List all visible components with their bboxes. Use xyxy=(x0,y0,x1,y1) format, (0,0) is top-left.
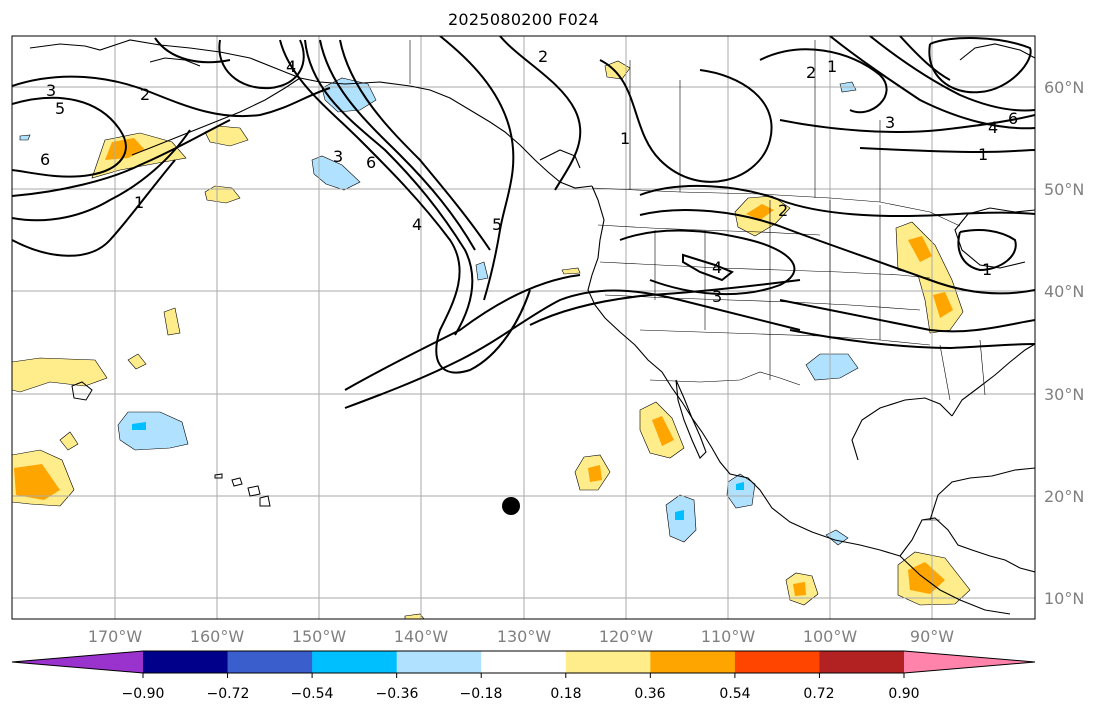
lat-label: 40°N xyxy=(1044,282,1084,301)
contour-label: 1 xyxy=(827,57,837,76)
colorbar-label: −0.90 xyxy=(122,686,165,702)
storm-position-marker xyxy=(502,497,520,515)
longitude-labels: 170°W 160°W 150°W 140°W 130°W 120°W 110°… xyxy=(88,627,954,646)
lat-label: 60°N xyxy=(1044,78,1084,97)
contour-label: 2 xyxy=(538,47,548,66)
colorbar-extend-low xyxy=(12,651,143,673)
colorbar-label: 0.18 xyxy=(550,686,581,702)
contour-label: 3 xyxy=(712,287,722,306)
graticule xyxy=(12,36,1035,619)
colorbar-label: 0.90 xyxy=(888,686,919,702)
colorbar-swatch xyxy=(396,651,482,673)
lon-label: 150°W xyxy=(292,627,347,646)
contour-label: 6 xyxy=(40,150,50,169)
lon-label: 120°W xyxy=(599,627,654,646)
colorbar-label: −0.18 xyxy=(460,686,503,702)
contour-label: 1 xyxy=(978,145,988,164)
lon-label: 110°W xyxy=(701,627,756,646)
colorbar-label: −0.72 xyxy=(207,686,250,702)
contour-label: 3 xyxy=(333,147,343,166)
contour-label: 1 xyxy=(134,193,144,212)
colorbar-label: −0.54 xyxy=(291,686,334,702)
contour-label: 4 xyxy=(988,118,998,137)
lat-label: 30°N xyxy=(1044,385,1084,404)
lat-label: 20°N xyxy=(1044,487,1084,506)
colorbar-label: 0.72 xyxy=(803,686,834,702)
contour-label: 5 xyxy=(55,99,65,118)
contour-label: 6 xyxy=(366,153,376,172)
political-borders xyxy=(409,40,986,521)
contour-lines xyxy=(12,36,1035,409)
colorbar-label: 0.54 xyxy=(719,686,750,702)
contour-label: 4 xyxy=(712,258,722,277)
contour-label: 3 xyxy=(46,81,56,100)
colorbar-swatch xyxy=(734,651,820,673)
contour-label: 2 xyxy=(140,85,150,104)
contour-label: 2 xyxy=(778,201,788,220)
latitude-labels: 60°N 50°N 40°N 30°N 20°N 10°N xyxy=(1044,78,1084,608)
contour-label-group: 3 5 6 2 1 4 6 3 4 2 1 2 6 3 4 1 1 2 5 4 … xyxy=(40,47,1018,306)
lon-label: 100°W xyxy=(803,627,858,646)
colorbar-swatch xyxy=(819,651,905,673)
coastlines xyxy=(29,39,1035,615)
lon-label: 160°W xyxy=(190,627,245,646)
contour-label: 2 xyxy=(806,63,816,82)
contour-label: 1 xyxy=(620,129,630,148)
contour-label: 4 xyxy=(412,215,422,234)
lat-label: 50°N xyxy=(1044,180,1084,199)
colorbar-swatch xyxy=(481,651,567,673)
map-frame xyxy=(11,35,1036,620)
lon-label: 170°W xyxy=(88,627,143,646)
colorbar-swatch xyxy=(565,651,651,673)
islands xyxy=(71,381,271,507)
map-title: 2025080200 F024 xyxy=(447,10,600,29)
colorbar-label: −0.36 xyxy=(376,686,419,702)
colorbar-extend-high xyxy=(904,651,1035,673)
colorbar-swatch xyxy=(143,651,229,673)
contour-label: 4 xyxy=(286,57,296,76)
colorbar-swatch xyxy=(312,651,398,673)
contour-label: 5 xyxy=(492,215,502,234)
colorbar-swatch xyxy=(227,651,313,673)
contour-label: 3 xyxy=(885,113,895,132)
colorbar-swatch xyxy=(650,651,736,673)
colorbar-labels: −0.90 −0.72 −0.54 −0.36 −0.18 0.18 0.36 … xyxy=(122,686,920,702)
lon-label: 140°W xyxy=(394,627,449,646)
lat-label: 10°N xyxy=(1044,589,1084,608)
colorbar xyxy=(11,650,1036,678)
lon-label: 130°W xyxy=(497,627,552,646)
contour-label: 6 xyxy=(1008,109,1018,128)
contour-label: 1 xyxy=(982,260,992,279)
lon-label: 90°W xyxy=(910,627,954,646)
colorbar-label: 0.36 xyxy=(634,686,665,702)
